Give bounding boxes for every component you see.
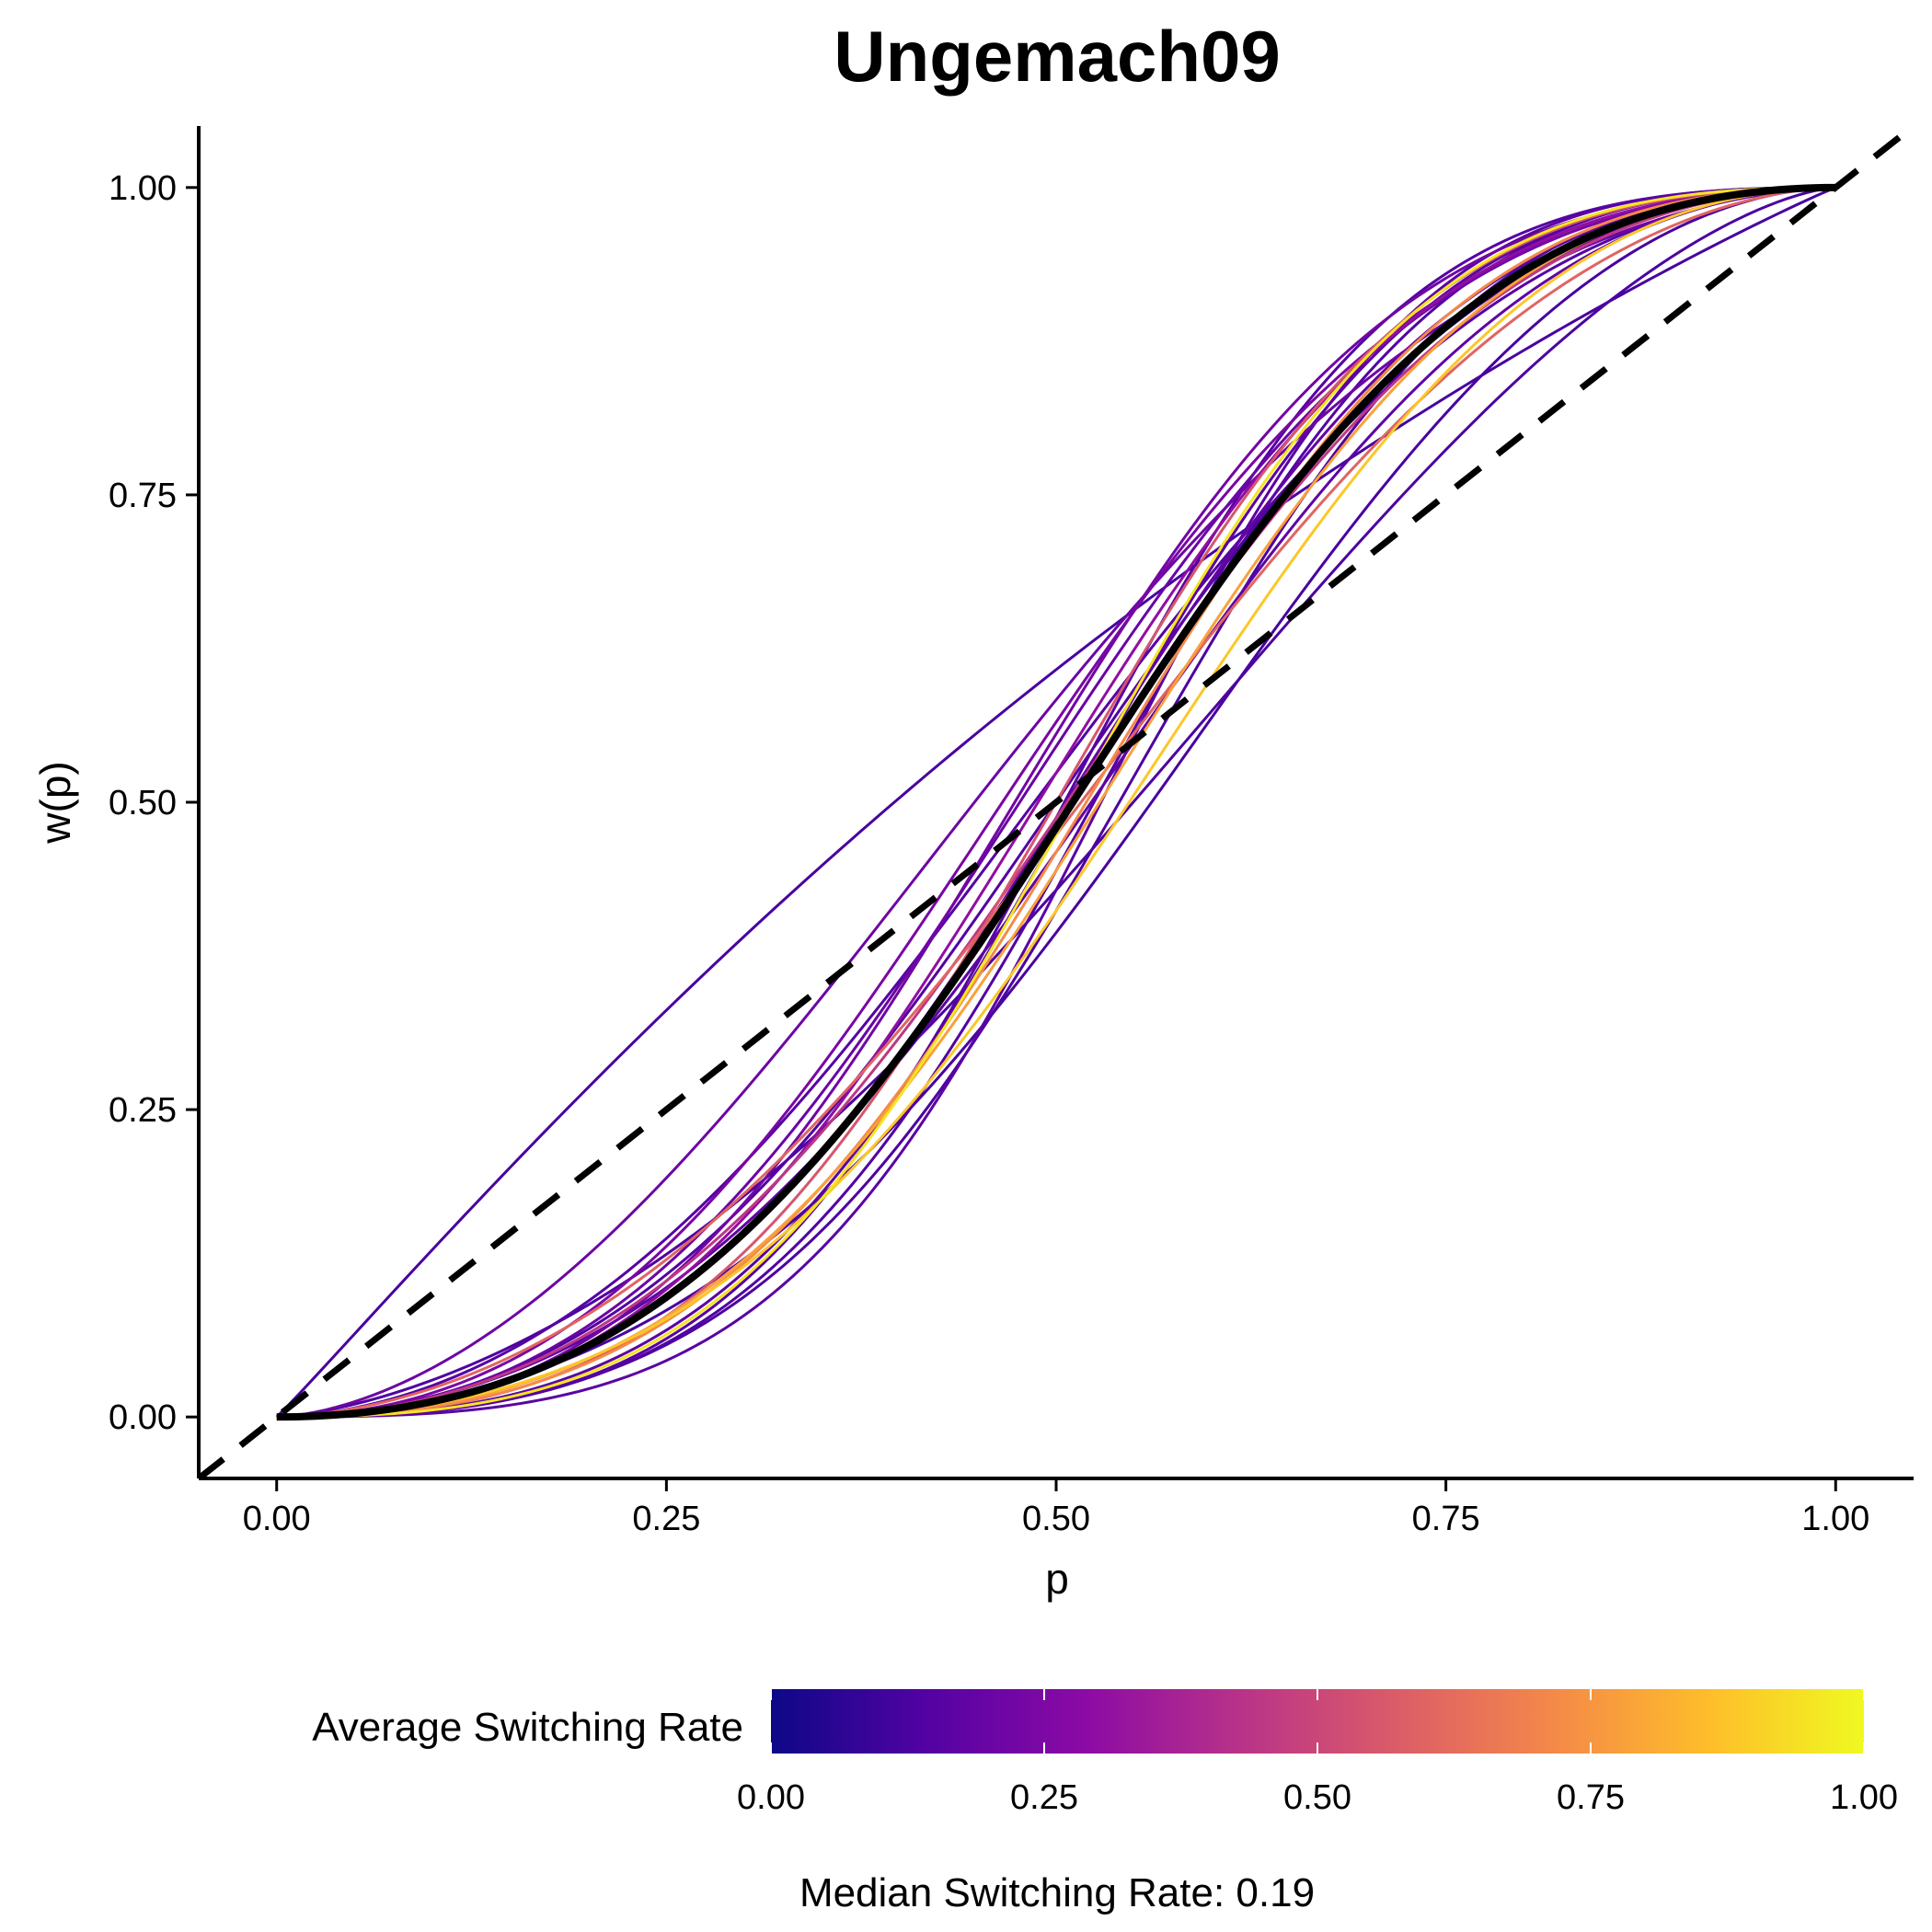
participant-curve (276, 186, 1836, 1419)
x-axis-title: p (1045, 1555, 1069, 1603)
plot-area (199, 126, 1914, 1478)
identity-reference-line (199, 126, 1914, 1478)
x-tick-label: 0.50 (1022, 1500, 1090, 1538)
y-tick-label: 0.00 (109, 1398, 177, 1437)
colorbar-ticks: 0.00 0.25 0.50 0.75 1.00 (737, 1689, 1898, 1817)
colorbar-tick-label: 0.75 (1557, 1778, 1625, 1817)
y-tick-label: 1.00 (109, 169, 177, 208)
colorbar-tick-label: 0.50 (1283, 1778, 1351, 1817)
participant-curve (276, 186, 1836, 1419)
chart-title: Ungemach09 (834, 16, 1281, 97)
caption: Median Switching Rate: 0.19 (799, 1870, 1315, 1915)
x-tick-label: 0.75 (1412, 1500, 1480, 1538)
colorbar-tick-label: 0.25 (1010, 1778, 1078, 1817)
colorbar-tick-label: 1.00 (1830, 1778, 1898, 1817)
y-axis-ticks: 0.00 0.25 0.50 0.75 1.00 (109, 169, 199, 1437)
participant-curve (276, 186, 1836, 1419)
x-tick-label: 1.00 (1801, 1500, 1869, 1538)
colorbar-legend: Average Switching Rate 0.00 0.25 0.50 0.75 1… (312, 1689, 1898, 1817)
y-tick-label: 0.50 (109, 784, 177, 822)
colorbar-tick-label: 0.00 (737, 1778, 805, 1817)
median-curve (276, 183, 1836, 1421)
x-axis-ticks: 0.00 0.25 0.50 0.75 1.00 (243, 1478, 1869, 1538)
x-tick-label: 0.25 (632, 1500, 700, 1538)
y-tick-label: 0.75 (109, 477, 177, 515)
y-axis-title: w(p) (31, 761, 79, 844)
legend-title: Average Switching Rate (312, 1705, 743, 1750)
y-tick-label: 0.25 (109, 1091, 177, 1130)
participant-curve (276, 186, 1836, 1419)
participant-curve (276, 186, 1836, 1419)
participant-curve (276, 186, 1836, 1419)
participant-curve (275, 186, 1836, 1419)
x-tick-label: 0.00 (243, 1500, 311, 1538)
